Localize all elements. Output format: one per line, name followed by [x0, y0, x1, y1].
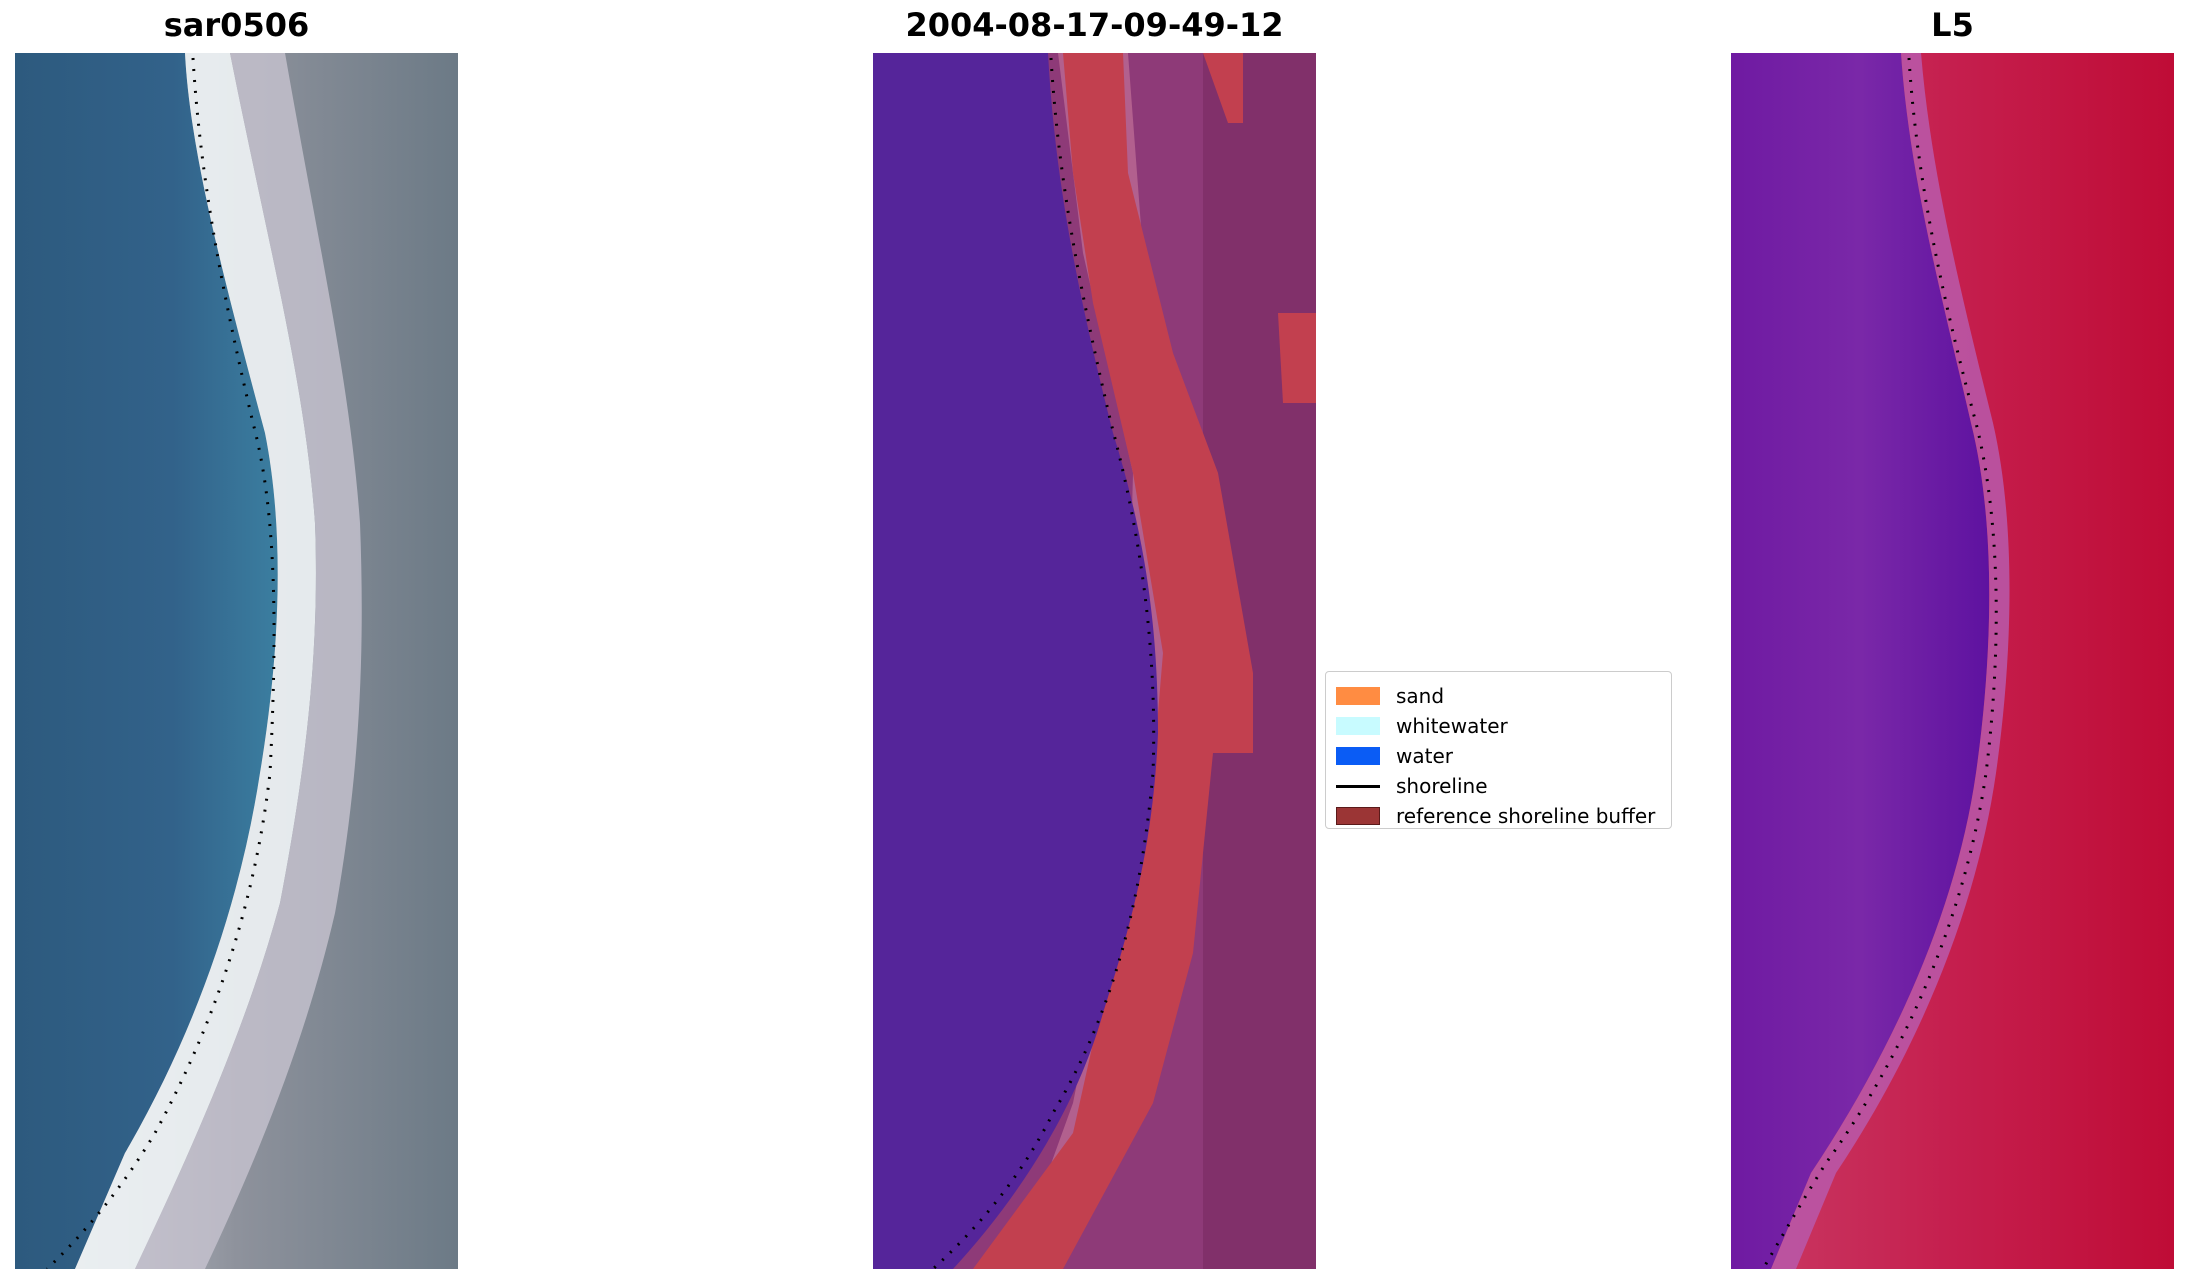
legend-item-sand: sand: [1336, 681, 1444, 711]
index-image: [1731, 53, 2174, 1269]
sand-swatch: [1336, 687, 1380, 705]
shoreline-line-icon: [1336, 785, 1380, 788]
legend-label-whitewater: whitewater: [1396, 714, 1508, 738]
rgb-panel-title: sar0506: [163, 6, 310, 44]
legend: sand whitewater water shoreline referenc…: [1325, 671, 1672, 829]
shoreline-class: [931, 57, 1156, 1269]
rgb-panel: sar0506: [15, 0, 458, 1283]
index-panel: L5: [1731, 0, 2174, 1283]
index-panel-title: L5: [1931, 6, 1974, 44]
legend-item-whitewater: whitewater: [1336, 711, 1508, 741]
rgb-image: [15, 53, 458, 1269]
legend-label-sand: sand: [1396, 684, 1445, 708]
legend-label-water: water: [1396, 744, 1453, 768]
reference-buffer-swatch: [1336, 807, 1380, 825]
legend-label-shoreline: shoreline: [1396, 774, 1488, 798]
classification-panel-title: 2004-08-17-09-49-12: [905, 6, 1284, 44]
classification-image: [873, 53, 1316, 1269]
legend-label-reference-buffer: reference shoreline buffer: [1396, 804, 1656, 828]
whitewater-swatch: [1336, 717, 1380, 735]
water-swatch: [1336, 747, 1380, 765]
legend-item-reference-buffer: reference shoreline buffer: [1336, 801, 1655, 831]
legend-item-shoreline: shoreline: [1336, 771, 1488, 801]
legend-item-water: water: [1336, 741, 1453, 771]
shoreline-rgb: [45, 57, 276, 1269]
classification-panel: 2004-08-17-09-49-12: [873, 0, 1316, 1283]
